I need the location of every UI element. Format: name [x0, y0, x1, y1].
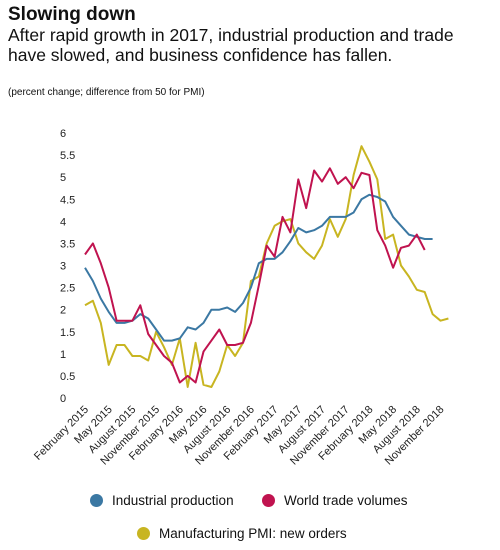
legend-label-industrial-production: Industrial production	[112, 493, 234, 508]
legend-item-industrial-production: Industrial production	[90, 493, 234, 508]
y-tick-label: 5.5	[60, 150, 75, 162]
legend-item-world-trade-volumes: World trade volumes	[262, 493, 408, 508]
series-lines	[84, 145, 449, 388]
y-tick-label: 3	[60, 261, 66, 273]
y-tick-label: 1.5	[60, 327, 75, 339]
y-tick-label: 6	[60, 128, 66, 140]
y-tick-label: 2.5	[60, 283, 75, 295]
legend-swatch-industrial-production	[90, 494, 103, 507]
series-line-manufacturing-pmi-new-orders	[84, 145, 449, 388]
chart-note: (percent change; difference from 50 for …	[8, 87, 205, 98]
series-line-world-trade-volumes	[84, 167, 426, 384]
series-line-industrial-production	[84, 193, 433, 342]
y-tick-label: 0	[60, 393, 66, 405]
legend-label-manufacturing-pmi: Manufacturing PMI: new orders	[159, 526, 347, 541]
y-tick-label: 0.5	[60, 371, 75, 383]
legend-label-world-trade-volumes: World trade volumes	[284, 493, 408, 508]
legend-swatch-world-trade-volumes	[262, 494, 275, 507]
y-tick-label: 2	[60, 305, 66, 317]
y-tick-label: 1	[60, 349, 66, 361]
y-axis-ticks: 0 0.5 1 1.5 2 2.5 3 3.5 4 4.5 5 5.5 6	[60, 128, 75, 405]
y-tick-label: 4.5	[60, 194, 75, 206]
y-tick-label: 5	[60, 172, 66, 184]
chart-subtitle: After rapid growth in 2017, industrial p…	[8, 25, 454, 65]
chart-title: Slowing down	[8, 4, 136, 25]
legend-item-manufacturing-pmi: Manufacturing PMI: new orders	[137, 526, 347, 541]
legend-swatch-manufacturing-pmi	[137, 527, 150, 540]
y-tick-label: 3.5	[60, 238, 75, 250]
y-tick-label: 4	[60, 216, 66, 228]
